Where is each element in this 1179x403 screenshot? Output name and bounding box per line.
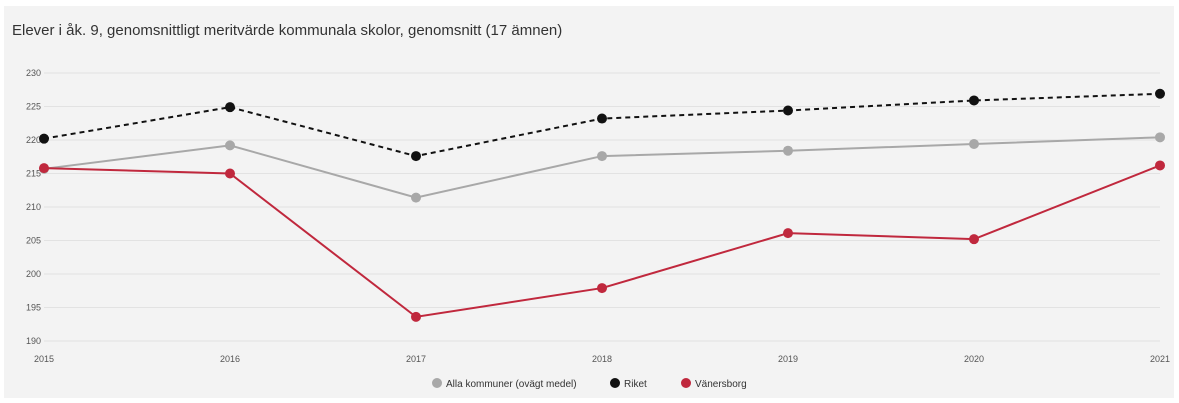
y-tick-label: 200 [26,269,41,279]
data-point [1155,132,1165,143]
y-tick-label: 190 [26,336,41,346]
y-tick-label: 220 [26,135,41,145]
data-point [597,283,607,294]
y-tick-label: 230 [26,68,41,78]
data-point [411,151,421,162]
x-tick-label: 2015 [34,354,54,364]
data-point [39,163,49,174]
data-point [1155,88,1165,99]
chart-title: Elever i åk. 9, genomsnittligt meritvärd… [12,22,563,39]
y-tick-label: 205 [26,236,41,246]
data-point [597,151,607,162]
data-point [969,95,979,106]
data-point [225,140,235,151]
legend-marker [432,378,442,388]
x-tick-label: 2016 [220,354,240,364]
y-tick-label: 225 [26,102,41,112]
data-point [783,228,793,239]
legend-label: Alla kommuner (ovägt medel) [446,379,577,390]
x-tick-label: 2019 [778,354,798,364]
legend-label: Riket [624,379,647,390]
x-tick-label: 2021 [1150,354,1170,364]
y-tick-label: 210 [26,202,41,212]
x-tick-label: 2020 [964,354,984,364]
data-point [1155,160,1165,171]
y-tick-label: 215 [26,169,41,179]
y-tick-label: 195 [26,303,41,313]
chart-frame [4,6,1174,398]
data-point [225,102,235,113]
data-point [969,234,979,245]
data-point [225,168,235,179]
x-tick-label: 2018 [592,354,612,364]
series-line-0 [43,136,1161,199]
legend-marker [681,378,691,388]
x-tick-label: 2017 [406,354,426,364]
data-point [411,311,421,322]
data-point [783,145,793,156]
data-point [597,113,607,124]
data-point [39,133,49,144]
data-point [969,139,979,150]
legend-marker [610,378,620,388]
data-point [411,192,421,203]
series-line-2 [43,164,1161,318]
data-point [783,105,793,116]
legend-label: Vänersborg [695,379,747,390]
